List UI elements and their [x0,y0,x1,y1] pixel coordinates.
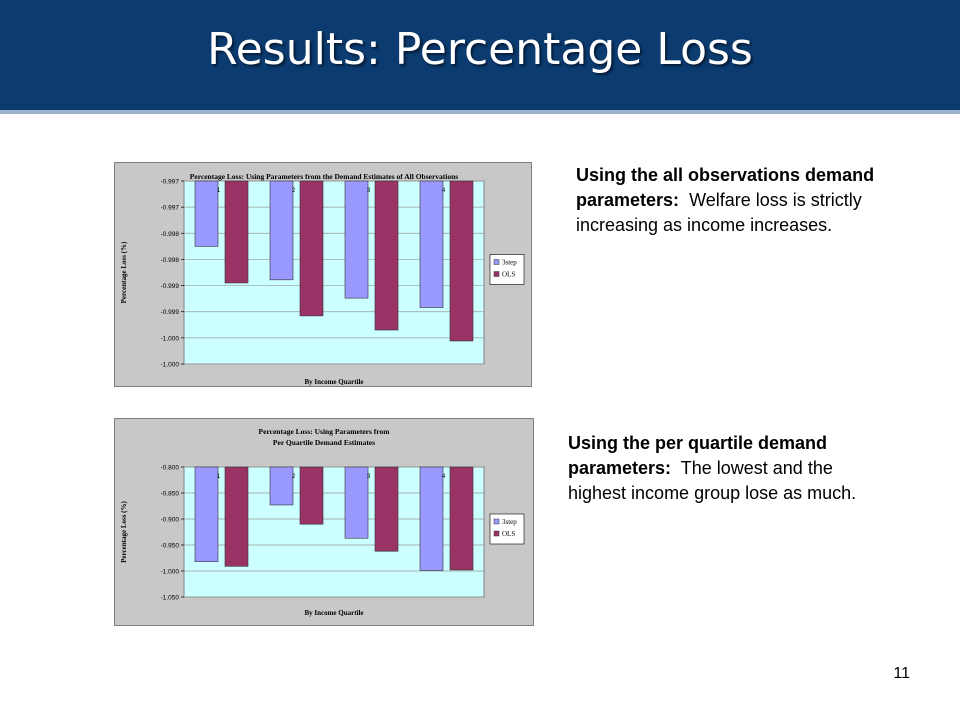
c1-x-tick-label: 3 [367,188,371,194]
c1-bar-3step-q2 [269,180,294,281]
c1-x-axis-label: By Income Quartile [304,378,363,386]
c1-y-tick-label: -0.999 [161,309,180,316]
c2-x-tick-label: 3 [367,474,371,480]
description-all-observations-text: Welfare loss is strictly increasing as i… [576,190,862,235]
c1-x-tick-label: 1 [217,188,221,194]
c1-bar-3step-q3 [344,180,369,299]
c2-x-tick-label: 2 [292,474,296,480]
c2-y-tick-label: -0.950 [161,543,180,550]
description-per-quartile-text: The lowest and the highest income group … [568,458,857,503]
c1-y-tick-label: -1.000 [161,335,180,342]
c1-y-tick-label: -0.997 [161,179,180,186]
c1-bar-3step-q4 [419,180,444,308]
c2-legend-swatch-ols [493,530,500,537]
description-all-observations: Using the all observations demand parame… [576,163,916,238]
chart-per-quartile: -0.800 -0.850 -0.900 -0.950 -1.000 -1.050 1 2 3 4… [114,418,534,626]
c2-bar-ols-q3 [374,466,399,552]
c1-chart-title: Percentage Loss: Using Parameters from t… [190,172,459,181]
c1-bar-ols-q2 [299,180,324,317]
description-per-quartile-bold: Using the per quartile demand parameters… [568,433,828,478]
c1-bar-3step-q1 [194,180,219,247]
c1-x-tick-label: 4 [442,188,446,194]
chart-per-quartile-svg: -0.800 -0.850 -0.900 -0.950 -1.000 -1.050 1 2 3 4… [114,418,534,626]
c1-y-tick-label: -0.998 [161,231,180,238]
c1-x-tick-label: 2 [292,188,296,194]
c1-y-tick-label: -0.999 [161,283,180,290]
c1-legend-label-3step: 3step [502,259,517,267]
c2-chart-title: Percentage Loss: Using Parameters from [259,427,391,436]
c1-y-tick-label: -0.997 [161,205,180,212]
c2-bar-ols-q2 [299,466,324,525]
c1-bar-ols-q3 [374,180,399,331]
c1-y-tick-label: -0.998 [161,257,180,264]
header-divider [0,110,960,114]
c2-y-tick-label: -0.900 [161,517,180,524]
c2-y-tick-label: -0.850 [161,491,180,498]
c1-y-axis-label: Percentage Loss (%) [120,241,128,303]
c1-legend-label-ols: OLS [502,271,515,279]
c2-legend-label-ols: OLS [502,530,515,538]
c2-y-axis-label: Percentage Loss (%) [120,500,128,562]
c2-x-tick-label: 4 [442,474,446,480]
c2-bar-ols-q1 [224,466,249,567]
c2-y-tick-label: -1.050 [161,595,180,602]
c2-bar-3step-q3 [344,466,369,539]
slide-title: Results: Percentage Loss [207,24,753,75]
description-all-observations-bold: Using the all observations demand parame… [576,165,875,210]
c2-y-tick-label: -0.800 [161,465,180,472]
c2-bar-3step-q2 [269,466,294,506]
c1-bar-ols-q1 [224,180,249,284]
chart-all-observations: -0.997 -0.997 -0.998 -0.998 -0.999 -0.999 -1.0… [114,162,532,387]
c2-x-tick-label: 1 [217,474,221,480]
c2-chart-title: Per Quartile Demand Estimates [273,438,375,447]
description-per-quartile: Using the per quartile demand parameters… [568,431,888,506]
c2-x-axis-label: By Income Quartile [304,609,363,617]
c2-bar-ols-q4 [449,466,474,571]
page-number: 11 [893,665,910,682]
chart-all-observations-svg: -0.997 -0.997 -0.998 -0.998 -0.999 -0.999 -1.0… [114,162,532,387]
c2-legend-swatch-3step [493,518,500,525]
c1-legend-swatch-ols [493,271,500,277]
c2-bar-3step-q1 [194,466,219,562]
c2-bar-3step-q4 [419,466,444,571]
slide-header [0,0,960,110]
c1-bar-ols-q4 [449,180,474,342]
c1-y-tick-label: -1.000 [161,362,180,369]
c1-legend-swatch-3step [493,259,500,265]
c2-legend-label-3step: 3step [502,518,517,526]
c2-y-tick-label: -1.000 [161,569,180,576]
